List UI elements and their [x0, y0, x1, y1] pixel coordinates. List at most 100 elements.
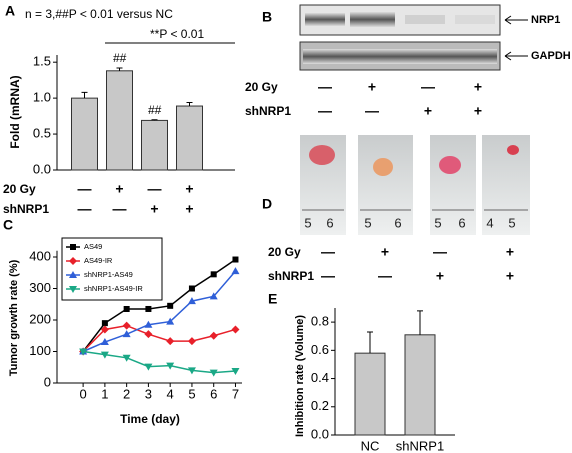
bar: [354, 352, 386, 436]
marker: [187, 367, 196, 375]
error-bar: [186, 101, 193, 107]
condition-mark: —: [113, 201, 127, 217]
condition-mark: —: [321, 268, 335, 284]
panel-letter: C: [3, 217, 13, 233]
marker: [166, 362, 175, 370]
blot-image: [299, 4, 528, 71]
marker: [144, 363, 153, 371]
condition-mark: +: [474, 103, 482, 119]
marker: [187, 337, 196, 346]
ruler-label: 6: [394, 215, 401, 230]
y-tick-label: 0.4: [311, 370, 329, 385]
y-tick-label: 0: [44, 374, 51, 389]
y-tick-label: 200: [29, 311, 51, 326]
x-tick-label: 1: [101, 386, 108, 401]
ruler-label: 6: [458, 215, 465, 230]
legend-label: AS49: [84, 242, 102, 251]
legend-label: shNRP1-AS49: [84, 270, 133, 279]
legend-marker: [70, 244, 76, 250]
ruler-label: 5: [364, 215, 371, 230]
y-axis-label: Tumor growth rate (%): [8, 259, 20, 376]
condition-mark: —: [365, 103, 379, 119]
ruler-label: 5: [434, 215, 441, 230]
condition-mark: —: [421, 79, 435, 95]
condition-mark: —: [321, 244, 335, 260]
x-tick-label: 7: [232, 386, 239, 401]
marker: [166, 317, 175, 325]
legend-marker: [69, 257, 77, 265]
condition-mark: —: [148, 181, 162, 197]
marker: [100, 325, 109, 334]
annotation: **P < 0.01: [150, 27, 204, 41]
y-tick-label: 0.6: [311, 342, 329, 357]
condition-mark: +: [506, 244, 514, 260]
y-tick-label: 0.8: [311, 314, 329, 329]
condition-label: shNRP1: [245, 104, 291, 118]
series-line: [82, 324, 236, 353]
condition-mark: +: [185, 181, 193, 197]
x-axis-label: Time (day): [120, 412, 180, 426]
ruler-label: 6: [326, 215, 333, 230]
bar: [71, 97, 98, 171]
condition-mark: +: [185, 201, 193, 217]
marker: [231, 368, 240, 376]
legend-marker: [69, 286, 77, 293]
y-tick-label: 300: [29, 280, 51, 295]
error-bar: [367, 331, 373, 354]
condition-mark: +: [381, 244, 389, 260]
marker: [167, 302, 174, 309]
condition-mark: +: [436, 268, 444, 284]
x-tick-label: 4: [167, 386, 174, 401]
band-label: GAPDH: [531, 50, 571, 62]
marker: [187, 297, 196, 305]
marker: [100, 338, 109, 346]
condition-mark: +: [474, 79, 482, 95]
tumor-photos: [300, 135, 530, 235]
marker: [166, 337, 175, 346]
legend-label: shNRP1-AS49-IR: [84, 284, 143, 293]
marker: [231, 325, 240, 334]
x-tick-label: 0: [80, 386, 87, 401]
y-axis-label: Inhibition rate (Volume): [294, 315, 306, 437]
y-tick-label: 1.0: [33, 90, 51, 105]
marker: [209, 331, 218, 340]
marker: [145, 305, 152, 312]
x-tick-label: 3: [145, 386, 152, 401]
marker: [144, 320, 153, 328]
series-line: [82, 270, 237, 353]
marker: [122, 354, 131, 362]
marker: [101, 320, 108, 327]
condition-label: shNRP1: [3, 202, 49, 216]
marker: [100, 351, 109, 359]
bar: [106, 70, 133, 171]
y-tick-label: 0.5: [33, 126, 51, 141]
condition-mark: —: [318, 79, 332, 95]
condition-mark: +: [368, 79, 376, 95]
marker: [79, 348, 88, 356]
y-tick-label: 0.0: [311, 426, 329, 441]
error-bar: [417, 310, 423, 335]
marker: [231, 267, 240, 275]
legend-label: AS49-IR: [84, 256, 113, 265]
ruler-label: 4: [486, 215, 493, 230]
marker: [232, 256, 239, 263]
marker: [144, 330, 153, 339]
x-tick-label: 2: [123, 386, 130, 401]
y-tick-label: 400: [29, 248, 51, 263]
legend-marker: [69, 271, 77, 278]
error-bar: [151, 119, 158, 121]
marker: [188, 285, 195, 292]
bar-label: ##: [113, 51, 127, 65]
condition-mark: —: [78, 201, 92, 217]
bar: [176, 105, 203, 171]
band-label: NRP1: [531, 14, 560, 26]
series-line: [82, 258, 236, 352]
marker: [209, 369, 218, 377]
y-tick-label: 1.5: [33, 54, 51, 69]
panel-letter: E: [268, 291, 277, 307]
ruler-label: 5: [508, 215, 515, 230]
condition-label: 20 Gy: [3, 182, 36, 196]
condition-label: shNRP1: [268, 269, 314, 283]
condition-label: 20 Gy: [245, 80, 278, 94]
